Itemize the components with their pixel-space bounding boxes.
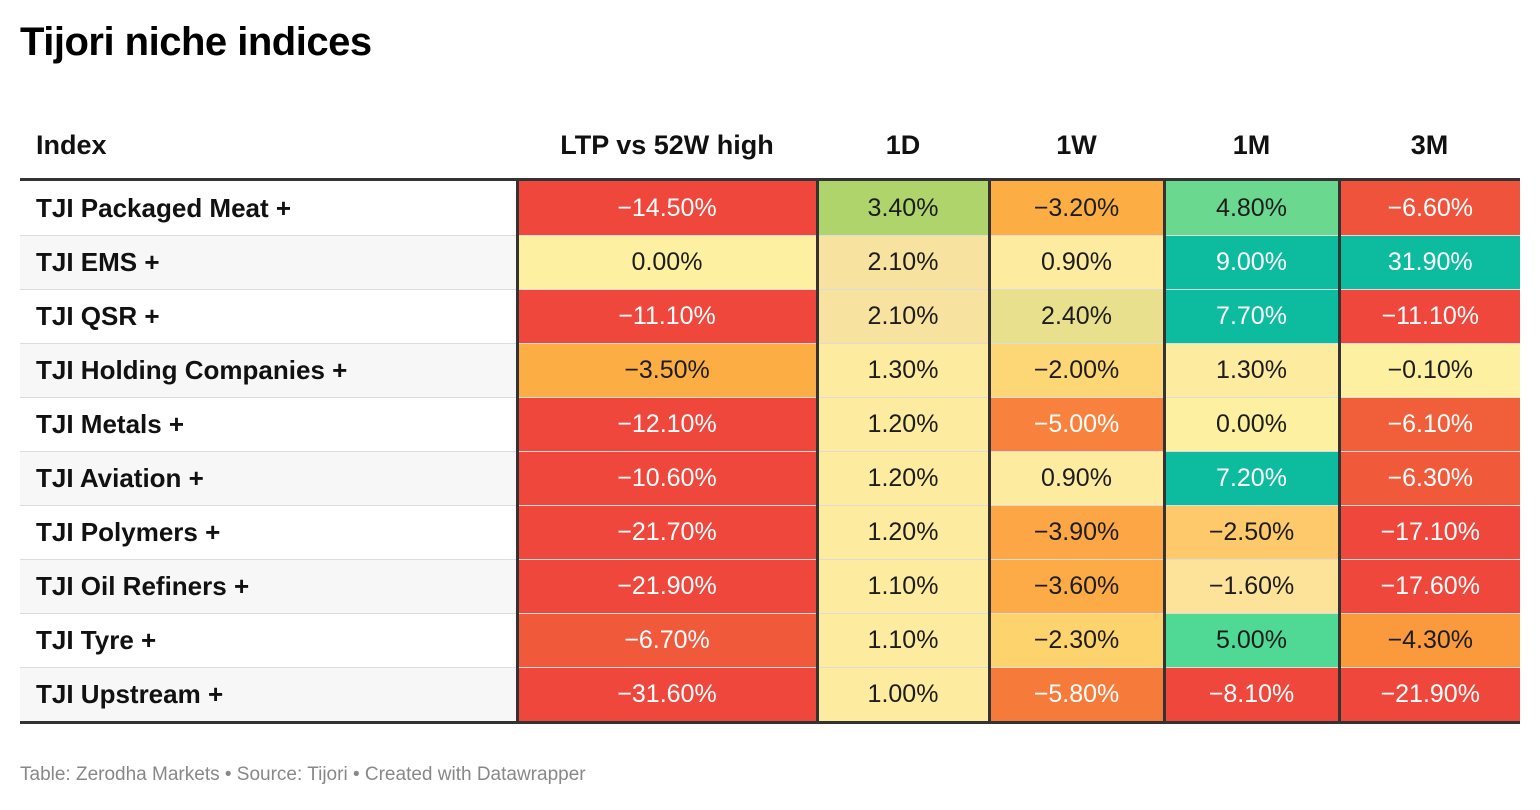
index-name-cell: TJI QSR +: [20, 289, 517, 344]
value-cell-1m: −2.50%: [1162, 505, 1339, 560]
value-cell-3m: −6.30%: [1337, 451, 1520, 506]
value-cell-1m: 7.20%: [1162, 451, 1339, 506]
value-cell-ltp-vs-52w-high: −14.50%: [515, 179, 817, 236]
value-cell-1d: 1.20%: [815, 505, 989, 560]
value-cell-ltp-vs-52w-high: −12.10%: [515, 397, 817, 452]
value-cell-1w: −3.90%: [987, 505, 1164, 560]
value-cell-3m: 31.90%: [1337, 235, 1520, 290]
value-cell-ltp-vs-52w-high: −3.50%: [515, 343, 817, 398]
value-cell-ltp-vs-52w-high: −31.60%: [515, 667, 817, 724]
table-row: TJI Metals + −12.10% 1.20% −5.00% 0.00% −6.10…: [20, 397, 1520, 452]
value-cell-1m: −1.60%: [1162, 559, 1339, 614]
value-cell-1w: 0.90%: [987, 451, 1164, 506]
column-header-1d: 1D: [817, 112, 989, 181]
index-name-cell: TJI Upstream +: [20, 667, 517, 724]
value-cell-1d: 1.00%: [815, 667, 989, 724]
footer-credit: Table: Zerodha Markets • Source: Tijori …: [20, 764, 586, 785]
value-cell-1d: 1.20%: [815, 451, 989, 506]
value-cell-3m: −0.10%: [1337, 343, 1520, 398]
table-row: TJI Packaged Meat + −14.50% 3.40% −3.20% 4.8…: [20, 179, 1520, 236]
value-cell-ltp-vs-52w-high: −6.70%: [515, 613, 817, 668]
value-cell-1d: 3.40%: [815, 179, 989, 236]
value-cell-1m: −8.10%: [1162, 667, 1339, 724]
value-cell-1m: 1.30%: [1162, 343, 1339, 398]
value-cell-1d: 1.20%: [815, 397, 989, 452]
table-row: TJI Tyre + −6.70% 1.10% −2.30% 5.00% −4.30%: [20, 613, 1520, 668]
value-cell-1d: 2.10%: [815, 235, 989, 290]
header-row: Index LTP vs 52W high 1D 1W 1M 3M: [20, 112, 1520, 181]
index-name-cell: TJI Polymers +: [20, 505, 517, 560]
column-header-index: Index: [20, 112, 517, 181]
value-cell-1w: −5.80%: [987, 667, 1164, 724]
value-cell-1w: −2.00%: [987, 343, 1164, 398]
value-cell-1m: 0.00%: [1162, 397, 1339, 452]
value-cell-3m: −11.10%: [1337, 289, 1520, 344]
index-name-cell: TJI EMS +: [20, 235, 517, 290]
value-cell-1d: 1.30%: [815, 343, 989, 398]
value-cell-1w: 2.40%: [987, 289, 1164, 344]
value-cell-1w: −3.20%: [987, 179, 1164, 236]
heatmap-table: Index LTP vs 52W high 1D 1W 1M 3M TJI Pa…: [20, 112, 1520, 724]
value-cell-1d: 2.10%: [815, 289, 989, 344]
table-row: TJI Polymers + −21.70% 1.20% −3.90% −2.50% −1…: [20, 505, 1520, 560]
value-cell-3m: −21.90%: [1337, 667, 1520, 724]
table-row: TJI QSR + −11.10% 2.10% 2.40% 7.70% −11.10%: [20, 289, 1520, 344]
table-row: TJI Holding Companies + −3.50% 1.30% −2.00%…: [20, 343, 1520, 398]
value-cell-1m: 5.00%: [1162, 613, 1339, 668]
value-cell-ltp-vs-52w-high: −10.60%: [515, 451, 817, 506]
value-cell-1d: 1.10%: [815, 613, 989, 668]
column-header-1w: 1W: [989, 112, 1164, 181]
value-cell-3m: −17.60%: [1337, 559, 1520, 614]
value-cell-3m: −6.10%: [1337, 397, 1520, 452]
table-body: TJI Packaged Meat + −14.50% 3.40% −3.20% 4.8…: [20, 179, 1520, 724]
value-cell-1d: 1.10%: [815, 559, 989, 614]
value-cell-1w: −5.00%: [987, 397, 1164, 452]
column-header-1m: 1M: [1164, 112, 1339, 181]
index-name-cell: TJI Aviation +: [20, 451, 517, 506]
value-cell-3m: −17.10%: [1337, 505, 1520, 560]
value-cell-1m: 7.70%: [1162, 289, 1339, 344]
index-name-cell: TJI Packaged Meat +: [20, 179, 517, 236]
table-row: TJI EMS +0.00% 2.10% 0.90% 9.00% 31.90%: [20, 235, 1520, 290]
column-header-3m: 3M: [1339, 112, 1520, 181]
column-header-ltp-vs-52w-high: LTP vs 52W high: [517, 112, 817, 181]
table-row: TJI Oil Refiners + −21.90% 1.10% −3.60% −1.6…: [20, 559, 1520, 614]
index-name-cell: TJI Holding Companies +: [20, 343, 517, 398]
index-name-cell: TJI Metals +: [20, 397, 517, 452]
value-cell-ltp-vs-52w-high: −21.90%: [515, 559, 817, 614]
value-cell-ltp-vs-52w-high: 0.00%: [515, 235, 817, 290]
value-cell-1w: −2.30%: [987, 613, 1164, 668]
table-row: TJI Upstream + −31.60% 1.00% −5.80% −8.10% −2…: [20, 667, 1520, 724]
value-cell-1w: −3.60%: [987, 559, 1164, 614]
value-cell-1m: 9.00%: [1162, 235, 1339, 290]
value-cell-1w: 0.90%: [987, 235, 1164, 290]
chart-title: Tijori niche indices: [20, 20, 372, 64]
value-cell-1m: 4.80%: [1162, 179, 1339, 236]
table-row: TJI Aviation + −10.60% 1.20% 0.90% 7.20% −6.3…: [20, 451, 1520, 506]
value-cell-3m: −6.60%: [1337, 179, 1520, 236]
value-cell-ltp-vs-52w-high: −21.70%: [515, 505, 817, 560]
index-name-cell: TJI Tyre +: [20, 613, 517, 668]
value-cell-3m: −4.30%: [1337, 613, 1520, 668]
index-name-cell: TJI Oil Refiners +: [20, 559, 517, 614]
value-cell-ltp-vs-52w-high: −11.10%: [515, 289, 817, 344]
